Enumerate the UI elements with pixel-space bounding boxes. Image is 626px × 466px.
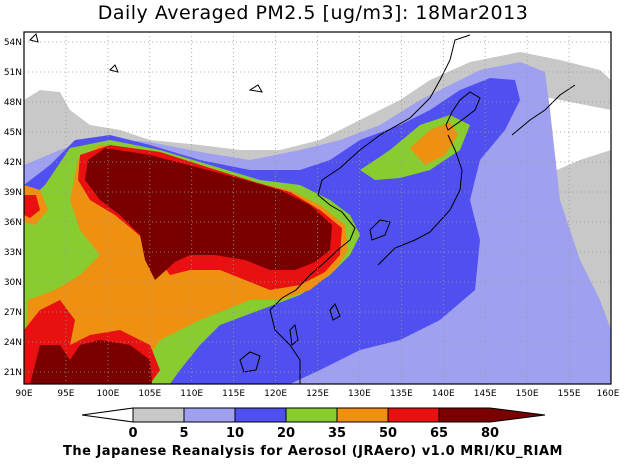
colorbar-cell-6 (387, 407, 440, 423)
colorbar-label: 10 (226, 426, 244, 441)
band-65-80-west (24, 195, 40, 218)
colorbar-labels: 0 5 10 20 35 50 65 80 (128, 426, 499, 441)
lon-label: 120E (264, 389, 287, 399)
map-title: Daily Averaged PM2.5 [ug/m3]: 18Mar2013 (97, 2, 529, 24)
band-gt80-south (30, 340, 152, 384)
lat-label: 21N (4, 368, 22, 378)
colorbar (81, 407, 546, 423)
lat-label: 30N (4, 278, 22, 288)
lon-label: 95E (57, 389, 74, 399)
lon-label: 115E (222, 389, 245, 399)
lat-label: 48N (4, 98, 22, 108)
colorbar-label: 0 (128, 426, 137, 441)
colorbar-label: 20 (277, 426, 295, 441)
colorbar-label: 5 (179, 426, 188, 441)
lon-label: 140E (432, 389, 455, 399)
lat-label: 33N (4, 248, 22, 258)
lon-label: 155E (558, 389, 581, 399)
lat-label: 24N (4, 338, 22, 348)
lat-label: 51N (4, 68, 22, 78)
lat-label: 54N (4, 38, 22, 48)
lon-label: 125E (306, 389, 329, 399)
lon-label: 150E (516, 389, 539, 399)
band-50-65-north (410, 122, 458, 165)
colorbar-cell-5 (336, 407, 389, 423)
colorbar-cell-1 (132, 407, 185, 423)
colorbar-cell-7 (438, 407, 546, 423)
colorbar-cell-0 (81, 407, 134, 423)
lon-label: 100E (96, 389, 119, 399)
lon-label: 130E (348, 389, 371, 399)
lon-label: 105E (138, 389, 161, 399)
band-gt80 (85, 148, 332, 280)
lon-label: 135E (390, 389, 413, 399)
graticule (24, 32, 611, 384)
coastlines (29, 33, 576, 384)
map-frame (23, 31, 612, 385)
longitude-labels: 90E 95E 100E 105E 110E 115E 120E 125E 13… (15, 389, 619, 399)
colorbar-cell-2 (183, 407, 236, 423)
lat-label: 27N (4, 308, 22, 318)
lat-label: 39N (4, 188, 22, 198)
lon-label: 90E (15, 389, 32, 399)
lon-label: 110E (180, 389, 203, 399)
colorbar-cell-4 (285, 407, 338, 423)
colorbar-label: 35 (328, 426, 346, 441)
colorbar-label: 80 (481, 426, 499, 441)
lat-label: 42N (4, 158, 22, 168)
lon-label: 145E (474, 389, 497, 399)
footer-credit: The Japanese Reanalysis for Aerosol (JRA… (63, 444, 563, 459)
lat-label: 36N (4, 218, 22, 228)
latitude-labels: 54N 51N 48N 45N 42N 39N 36N 33N 30N 27N … (4, 38, 22, 378)
lat-label: 45N (4, 128, 22, 138)
colorbar-label: 50 (379, 426, 397, 441)
concentration-field (24, 32, 611, 384)
lon-label: 160E (597, 389, 620, 399)
colorbar-label: 65 (430, 426, 448, 441)
colorbar-cell-3 (234, 407, 287, 423)
